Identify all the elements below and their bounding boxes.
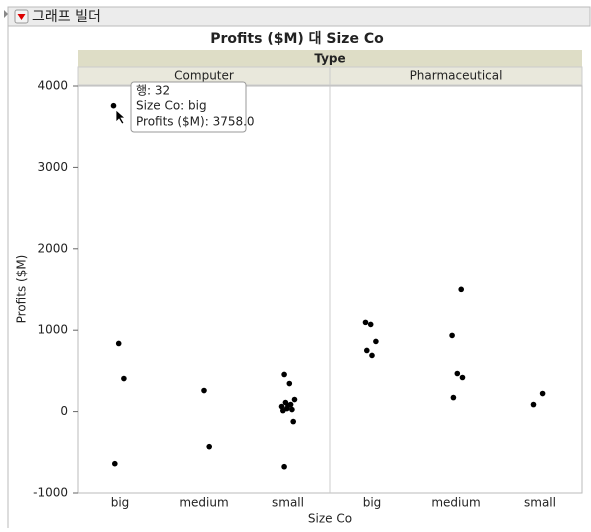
tooltip-line: 행: 32 [136, 83, 170, 98]
x-tick-label: medium [179, 496, 228, 510]
x-axis-label: Size Co [308, 512, 352, 526]
data-point [449, 332, 455, 339]
data-point [115, 340, 122, 347]
data-point [206, 443, 212, 450]
facet-header [78, 50, 582, 67]
title-bar [7, 6, 591, 27]
data-point [373, 338, 379, 345]
tooltip-line: Size Co: big [136, 99, 207, 113]
panel-header [329, 66, 583, 86]
data-point [289, 406, 295, 413]
data-point [362, 319, 369, 326]
facet-label: Type [314, 52, 345, 66]
x-tick-label: big [111, 496, 130, 510]
data-point [539, 390, 546, 397]
x-tick-label: small [524, 496, 556, 510]
cursor [115, 109, 127, 125]
data-point [280, 407, 286, 414]
y-tick-label: 1000 [37, 323, 68, 337]
tooltip-line: Profits ($M): 3758.0 [136, 115, 255, 129]
tooltip-box [130, 81, 247, 133]
data-point [459, 374, 466, 381]
data-point [112, 460, 118, 467]
data-point [121, 375, 127, 382]
x-tick-label: small [272, 496, 304, 510]
data-point [367, 321, 374, 328]
menu-triangle [17, 14, 26, 20]
window-title: 그래프 빌더 [32, 9, 101, 25]
y-axis-label: Profits ($M) [15, 255, 29, 324]
x-tick-label: medium [431, 496, 480, 510]
data-point [369, 352, 375, 359]
data-point [286, 380, 293, 387]
y-tick-label: 3000 [37, 160, 68, 174]
data-point [201, 387, 207, 394]
data-point [530, 401, 537, 408]
x-tick-label: big [363, 496, 382, 510]
disclosure-icon[interactable] [4, 10, 8, 18]
panel-label: Computer [174, 69, 234, 83]
data-point [454, 370, 461, 377]
data-point [281, 463, 287, 470]
data-point [110, 102, 117, 109]
data-point [291, 396, 298, 403]
data-point [458, 286, 465, 293]
y-tick-label: 4000 [37, 79, 68, 93]
chart-title: Profits ($M) 대 Size Co [210, 31, 384, 47]
data-point [285, 402, 291, 409]
y-tick-label: -1000 [33, 486, 68, 500]
tooltip: 행: 32 Size Co: big Profits ($M): 3758.0 [130, 81, 255, 133]
data-point [450, 394, 457, 401]
data-point [281, 371, 287, 378]
data-point [364, 347, 370, 354]
y-tick-label: 0 [60, 404, 68, 418]
y-tick-label: 2000 [37, 241, 68, 255]
panel-label: Pharmaceutical [410, 69, 503, 83]
data-point [290, 418, 297, 425]
